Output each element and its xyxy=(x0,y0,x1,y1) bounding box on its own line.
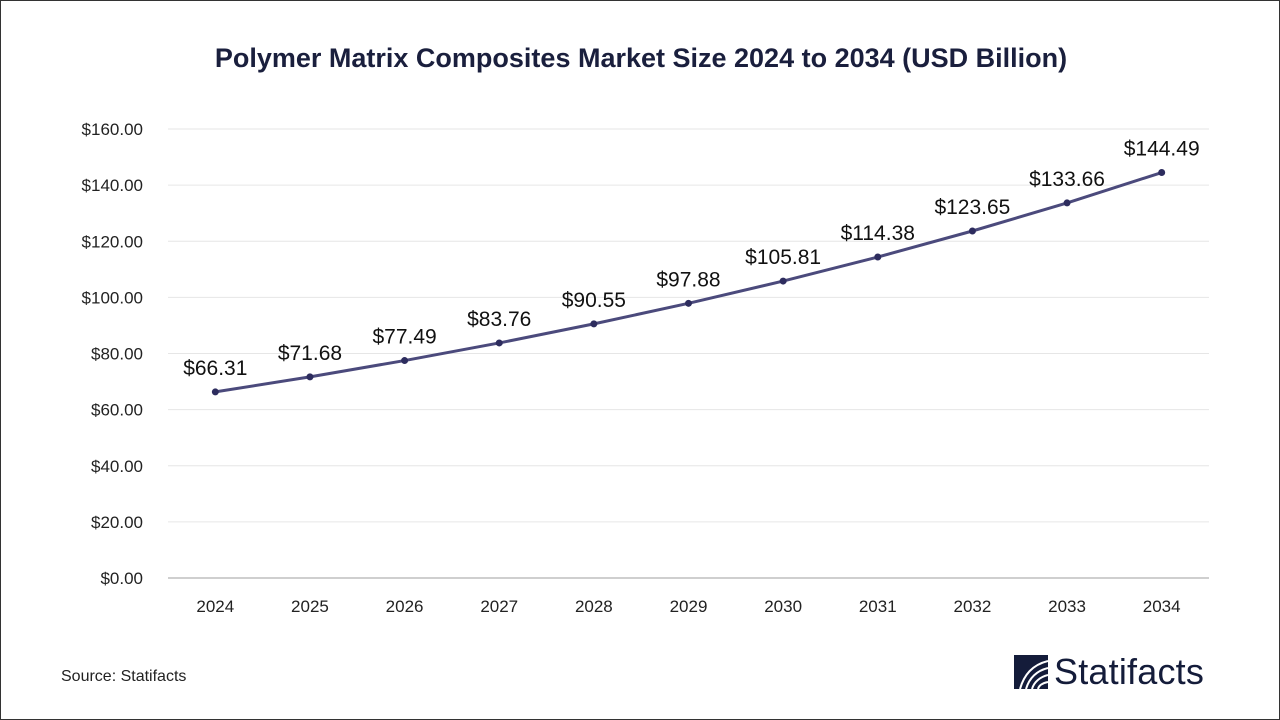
data-label: $66.31 xyxy=(183,357,247,380)
y-tick-label: $100.00 xyxy=(82,288,143,307)
data-point xyxy=(874,253,882,261)
y-tick-label: $160.00 xyxy=(82,120,143,139)
x-tick-label: 2031 xyxy=(859,597,897,616)
y-tick-label: $120.00 xyxy=(82,232,143,251)
data-point xyxy=(685,299,692,307)
line-chart: $0.00 $20.00 $40.00 $60.00 $80.00 $100.00 $120… xyxy=(82,120,1209,616)
data-label: $114.38 xyxy=(841,222,915,245)
data-point xyxy=(401,357,409,365)
data-point xyxy=(968,227,976,235)
data-point xyxy=(1158,169,1166,177)
source-note: Source: Statifacts xyxy=(61,668,187,685)
data-point xyxy=(495,339,503,347)
y-tick-label: $20.00 xyxy=(91,513,143,532)
x-tick-label: 2027 xyxy=(480,597,518,616)
data-label: $77.49 xyxy=(372,326,436,349)
data-point xyxy=(779,277,787,285)
data-point xyxy=(1063,199,1071,207)
chart-title: Polymer Matrix Composites Market Size 20… xyxy=(214,43,1068,73)
y-tick-label: $80.00 xyxy=(91,345,143,364)
x-tick-label: 2026 xyxy=(386,597,424,616)
data-label: $123.65 xyxy=(934,196,1010,219)
y-tick-label: $40.00 xyxy=(91,457,143,476)
data-label: $90.55 xyxy=(562,289,626,312)
data-label: $144.49 xyxy=(1124,138,1200,161)
x-tick-label: 2029 xyxy=(670,597,708,616)
statifacts-logo: Statifacts xyxy=(1014,651,1204,693)
statifacts-wave-logo-icon xyxy=(1014,655,1048,689)
data-label: $105.81 xyxy=(745,246,821,269)
data-point xyxy=(211,388,219,396)
y-tick-label: $0.00 xyxy=(100,569,143,588)
data-label: $133.66 xyxy=(1029,168,1105,191)
x-tick-label: 2034 xyxy=(1143,597,1181,616)
x-tick-label: 2032 xyxy=(953,597,991,616)
data-point xyxy=(306,373,314,381)
y-tick-label: $140.00 xyxy=(82,176,143,195)
data-label: $97.88 xyxy=(656,268,720,291)
x-tick-label: 2030 xyxy=(764,597,802,616)
x-tick-label: 2024 xyxy=(196,597,234,616)
y-tick-label: $60.00 xyxy=(91,401,143,420)
logo-text: Statifacts xyxy=(1054,651,1205,692)
x-tick-label: 2025 xyxy=(291,597,329,616)
data-label: $83.76 xyxy=(467,308,531,331)
data-label: $71.68 xyxy=(278,342,342,365)
x-tick-label: 2033 xyxy=(1048,597,1086,616)
x-tick-label: 2028 xyxy=(575,597,613,616)
data-point xyxy=(590,320,598,328)
